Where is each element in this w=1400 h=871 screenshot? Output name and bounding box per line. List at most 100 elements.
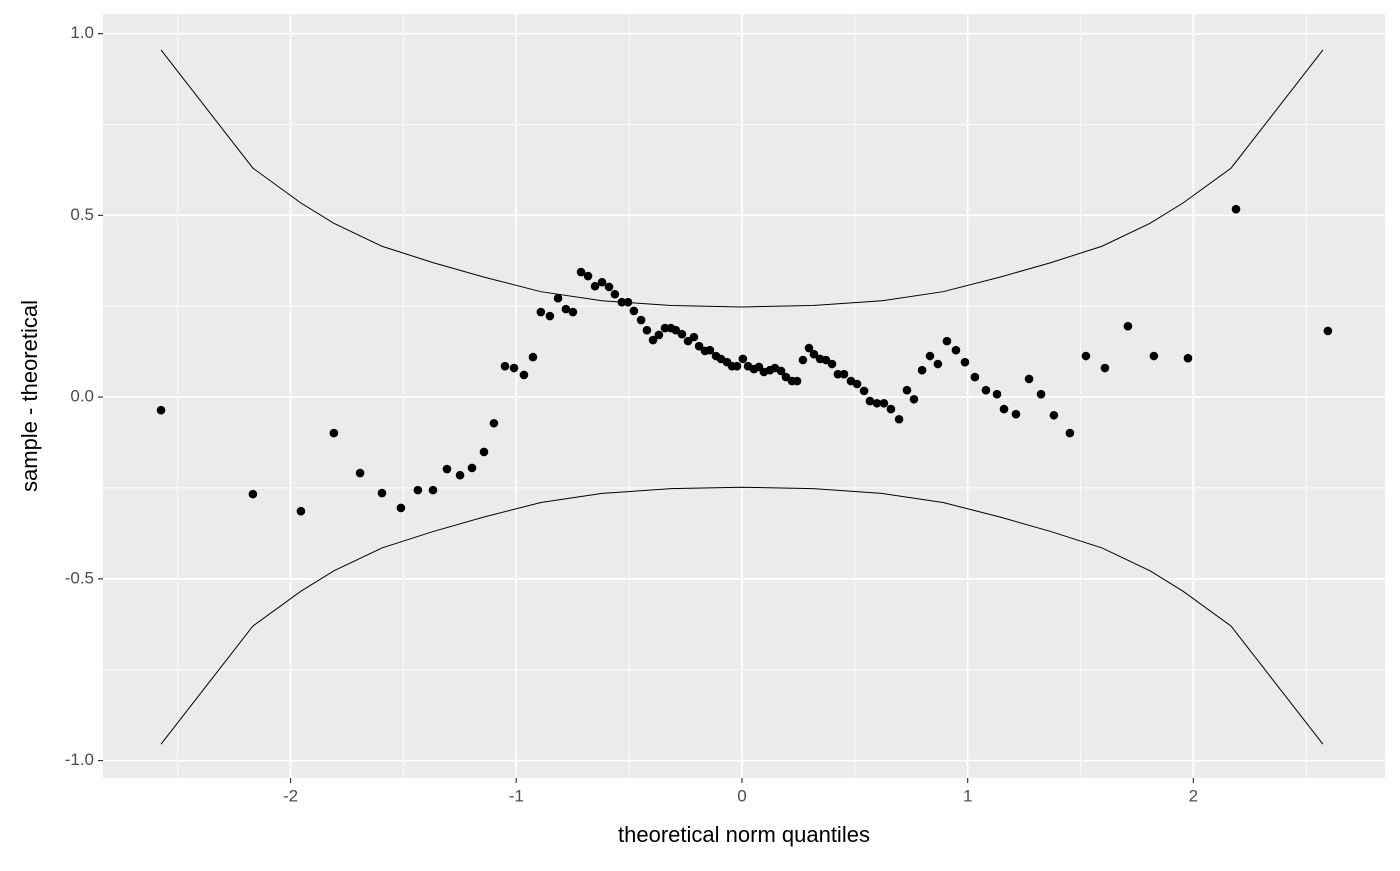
point [1065,428,1075,438]
point [970,372,980,382]
point [1100,363,1110,373]
point [1036,389,1046,399]
point [636,315,646,325]
point [859,386,869,396]
point [654,330,664,340]
point [879,398,889,408]
point [528,352,538,362]
point [821,355,831,365]
point [942,336,952,346]
point [981,385,991,395]
point [886,404,896,414]
point [992,389,1002,399]
point [1024,374,1034,384]
point [642,325,652,335]
point [933,359,943,369]
point [951,345,961,355]
point [583,271,593,281]
point [329,428,339,438]
point [1123,321,1133,331]
point [1231,204,1241,214]
x-tick-label: -2 [283,786,298,805]
point [894,414,904,424]
point [1049,410,1059,420]
point [833,369,843,379]
point [553,293,563,303]
y-tick-label: 1.0 [70,23,94,42]
y-axis-title: sample - theoretical [17,300,42,492]
point [705,345,715,355]
point [604,282,614,292]
point [467,463,477,473]
x-tick-label: 0 [737,786,746,805]
y-tick-label: 0.0 [70,387,94,406]
point [648,335,658,345]
point [917,365,927,375]
point [561,304,571,314]
point [902,385,912,395]
point [732,361,742,371]
point [872,398,882,408]
point [909,394,919,404]
point [738,354,748,364]
point [792,376,802,386]
point [509,363,519,373]
point [827,359,837,369]
x-tick-label: 1 [963,786,972,805]
point [839,369,849,379]
point [671,325,681,335]
point [617,297,627,307]
x-tick-label: 2 [1189,786,1198,805]
point [999,404,1009,414]
point [428,485,438,495]
point [781,372,791,382]
point [455,470,465,480]
point [1011,409,1021,419]
point [809,349,819,359]
point [694,341,704,351]
point [489,418,499,428]
point [1323,326,1333,336]
point [479,447,489,457]
point [156,405,166,415]
envelope-line [160,49,1324,308]
y-tick-label: -0.5 [65,568,94,587]
x-tick-label: -1 [509,786,524,805]
point [852,379,862,389]
point [355,468,365,478]
point [960,357,970,367]
point [576,267,586,277]
y-tick-label: 0.5 [70,205,94,224]
point [804,343,814,353]
x-axis-title: theoretical norm quantiles [618,822,870,847]
point [568,307,578,317]
point [377,488,387,498]
envelope-line [160,486,1324,745]
point [590,281,600,291]
y-tick-label: -1.0 [65,750,94,769]
point [1149,351,1159,361]
point [925,351,935,361]
point [248,489,258,499]
point [610,289,620,299]
point [545,311,555,321]
point [776,366,786,376]
panel [103,14,1385,778]
point [536,307,546,317]
point [396,503,406,513]
point [1081,351,1091,361]
point [677,329,687,339]
point [629,306,639,316]
point [1183,353,1193,363]
point [623,297,633,307]
point [413,485,423,495]
point [597,277,607,287]
point [798,355,808,365]
point [500,361,510,371]
point [519,370,529,380]
point [442,464,452,474]
point [296,506,306,516]
point [689,332,699,342]
point [865,396,875,406]
